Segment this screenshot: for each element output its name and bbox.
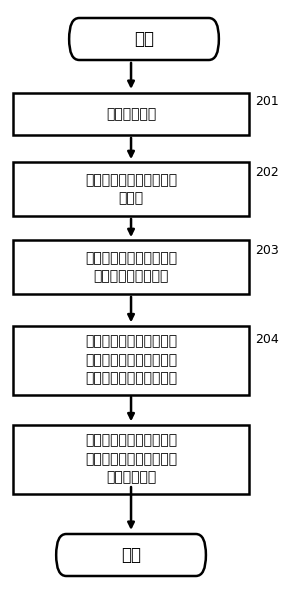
FancyBboxPatch shape bbox=[56, 534, 206, 576]
FancyBboxPatch shape bbox=[13, 240, 249, 294]
Text: 产生告警信息: 产生告警信息 bbox=[106, 107, 156, 121]
Text: 在未收到告警确认信息或
未收到告警恢复事件前，
对这些告警信息予以保存: 在未收到告警确认信息或 未收到告警恢复事件前， 对这些告警信息予以保存 bbox=[85, 335, 177, 385]
Text: 201: 201 bbox=[255, 95, 278, 108]
FancyBboxPatch shape bbox=[69, 18, 219, 60]
Text: 203: 203 bbox=[255, 244, 278, 257]
Text: 对告警信息进行过滤，送
到该用户组中的用户: 对告警信息进行过滤，送 到该用户组中的用户 bbox=[85, 251, 177, 283]
Text: 开始: 开始 bbox=[134, 30, 154, 48]
Text: 将告警信息划分到对应的
告警组: 将告警信息划分到对应的 告警组 bbox=[85, 173, 177, 205]
Text: 告警组记录未恢复或未确
认的告警信息的标识，形
成告警标识集: 告警组记录未恢复或未确 认的告警信息的标识，形 成告警标识集 bbox=[85, 434, 177, 484]
FancyBboxPatch shape bbox=[13, 325, 249, 395]
FancyBboxPatch shape bbox=[13, 162, 249, 216]
FancyBboxPatch shape bbox=[13, 425, 249, 493]
FancyBboxPatch shape bbox=[13, 93, 249, 135]
Text: 204: 204 bbox=[255, 333, 278, 346]
Text: 202: 202 bbox=[255, 166, 278, 179]
Text: 结束: 结束 bbox=[121, 546, 141, 564]
